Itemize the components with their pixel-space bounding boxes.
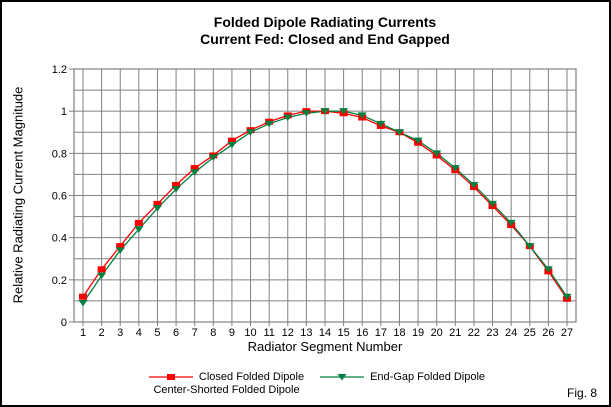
figure-caption: Fig. 8: [566, 386, 597, 400]
y-tick-label: 1: [61, 106, 67, 118]
x-tick-label: 20: [431, 327, 443, 339]
x-tick-label: 1: [80, 327, 86, 339]
x-tick-label: 6: [173, 327, 179, 339]
series-1-marker: [134, 226, 144, 233]
series-0-marker: [153, 200, 162, 207]
x-tick-label: 10: [244, 327, 256, 339]
plot-frame: [73, 68, 577, 323]
series-0-marker: [227, 137, 236, 144]
y-tick-label: 0.4: [52, 233, 67, 245]
series-1-marker: [450, 165, 460, 172]
series-0-marker: [116, 243, 125, 250]
x-tick-label: 18: [393, 327, 405, 339]
series-0-marker: [190, 165, 199, 172]
series-0-marker: [134, 219, 143, 226]
series-1-marker: [376, 120, 386, 128]
series-1-marker: [394, 129, 404, 136]
legend-marker-glyph: [166, 374, 175, 380]
x-tick-label: 11: [263, 327, 274, 339]
y-tick-label: 0.6: [52, 191, 67, 203]
legend-entry: End-Gap Folded Dipole: [320, 371, 485, 383]
x-tick-label: 5: [154, 327, 160, 339]
legend-item-0: Closed Folded Dipole Center-Shorted Folde…: [148, 371, 305, 396]
x-tick-label: 26: [542, 327, 554, 339]
y-axis-title: Relative Radiating Current Magnitude: [10, 86, 26, 304]
x-tick-label: 16: [356, 327, 368, 339]
series-0-marker: [172, 181, 181, 188]
legend: Closed Folded Dipole Center-Shorted Folde…: [62, 371, 572, 396]
legend-label: End-Gap Folded Dipole: [370, 371, 486, 383]
x-tick-label: 24: [505, 327, 517, 339]
x-tick-label: 7: [192, 327, 198, 339]
series-1-marker: [171, 186, 181, 193]
series-1-marker: [357, 112, 367, 119]
series-1-marker: [190, 169, 200, 176]
series-1-marker: [264, 120, 274, 128]
x-axis-title: Radiator Segment Number: [247, 339, 403, 354]
x-tick-label: 14: [319, 327, 331, 339]
series-1-marker: [432, 150, 442, 157]
legend-label: Closed Folded Dipole: [198, 371, 305, 383]
series-1-marker: [562, 293, 572, 301]
x-tick-label: 9: [229, 327, 235, 339]
y-tick-label: 0.2: [52, 275, 67, 287]
series-1-marker: [115, 247, 125, 254]
chart-title-line1: Folded Dipole Radiating Currents: [213, 14, 437, 30]
series-1-marker: [469, 181, 479, 189]
x-tick-label: 27: [561, 327, 573, 339]
chart-title: Folded Dipole Radiating Currents Current…: [74, 14, 576, 48]
x-tick-label: 17: [375, 327, 387, 339]
series-1-marker: [97, 272, 107, 280]
y-tick-label: 1.2: [52, 64, 67, 76]
series-1-marker: [413, 137, 423, 145]
legend-entry: Closed Folded Dipole: [148, 371, 305, 383]
y-tick-label: 0: [61, 317, 67, 329]
series-1-marker: [78, 300, 88, 307]
legend-label-line2: Center-Shorted Folded Dipole: [153, 384, 300, 396]
legend-marker-glyph: [337, 374, 347, 381]
x-tick-label: 22: [468, 327, 480, 339]
series-0-marker: [97, 266, 106, 273]
series-1-marker: [283, 114, 293, 121]
x-tick-label: 15: [337, 327, 349, 339]
series-1-marker: [208, 154, 218, 162]
series-1-marker: [506, 219, 516, 227]
y-tick-label: 0.8: [52, 148, 67, 160]
x-tick-label: 21: [449, 327, 461, 339]
series-1-marker: [525, 243, 535, 250]
series-1-marker: [339, 108, 349, 115]
series-1-marker: [301, 110, 311, 117]
series-1-marker: [152, 205, 162, 212]
series-0-marker: [79, 293, 87, 300]
x-tick-label: 4: [136, 327, 142, 339]
series-1-marker: [227, 141, 237, 149]
x-tick-label: 19: [412, 327, 424, 339]
chart-title-line2: Current Fed: Closed and End Gapped: [200, 31, 450, 47]
series-1-marker: [488, 200, 498, 208]
legend-item-1: End-Gap Folded Dipole: [320, 371, 485, 383]
x-tick-label: 3: [117, 327, 123, 339]
legend-square-marker-icon: [148, 374, 193, 380]
x-tick-label: 8: [210, 327, 216, 339]
x-tick-label: 13: [300, 327, 312, 339]
x-tick-label: 2: [99, 327, 105, 339]
series-1-marker: [320, 108, 330, 115]
x-tick-label: 25: [524, 327, 536, 339]
x-tick-label: 12: [282, 327, 294, 339]
series-1-marker: [246, 129, 256, 136]
legend-triangle-marker-icon: [320, 374, 365, 381]
series-1-marker: [543, 266, 553, 273]
x-tick-label: 23: [486, 327, 498, 339]
